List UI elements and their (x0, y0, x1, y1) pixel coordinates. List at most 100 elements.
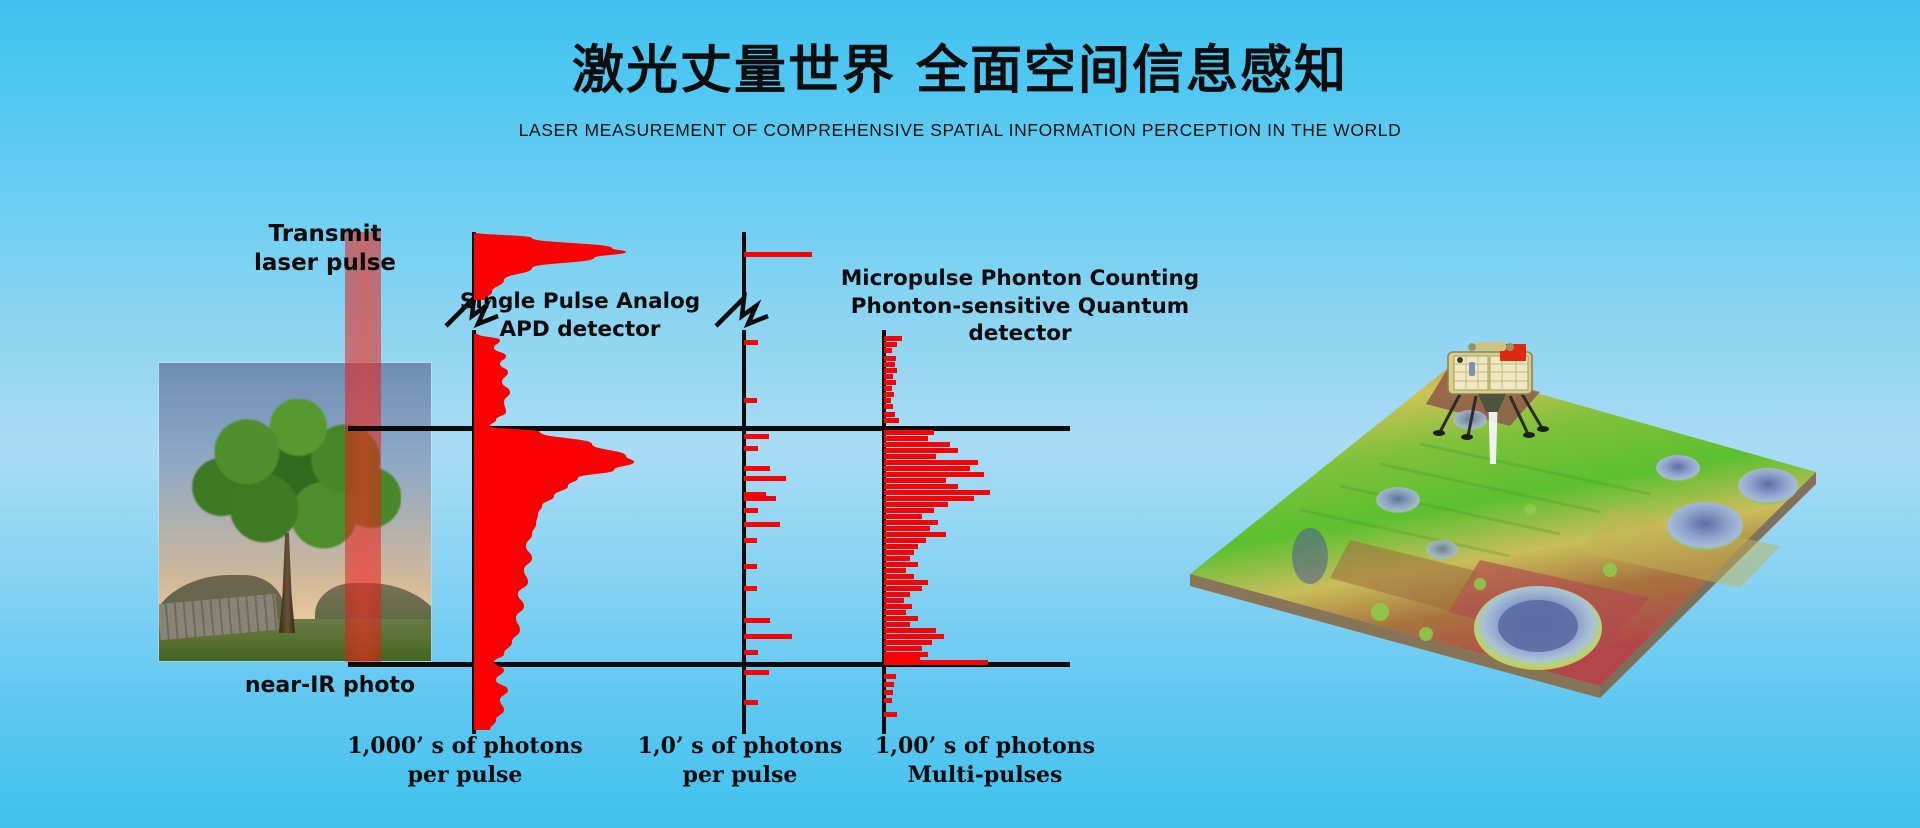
signal-bar (884, 646, 922, 651)
signal-bar (884, 472, 984, 477)
signal-bar (884, 520, 938, 525)
near-ir-photo (159, 363, 431, 661)
signal-bar (884, 628, 936, 633)
signal-bar (884, 478, 946, 483)
signal-bar (884, 404, 893, 409)
signal-bar (884, 682, 894, 687)
signal-bar (884, 562, 918, 567)
signal-bar (744, 434, 769, 439)
lunar-lander (1433, 342, 1549, 440)
plot1-waveform (474, 232, 634, 730)
signal-bar (884, 442, 950, 447)
signal-bar (884, 386, 892, 391)
signal-bar (884, 348, 892, 353)
signal-bar (884, 610, 906, 615)
signal-bar (884, 656, 920, 661)
signal-bar (884, 526, 930, 531)
signal-bar (884, 362, 895, 367)
signal-bar (884, 712, 897, 717)
page-subtitle: LASER MEASUREMENT OF COMPREHENSIVE SPATI… (518, 119, 1402, 140)
signal-bar (884, 660, 988, 665)
signal-bar (884, 580, 928, 585)
signal-bar (744, 496, 776, 501)
signal-bar (884, 392, 894, 397)
signal-bar (884, 374, 893, 379)
signal-bar (884, 698, 892, 703)
signal-bar (884, 418, 899, 423)
lidar-terrain-model (1190, 368, 1816, 698)
signal-bar (744, 340, 758, 345)
signal-bar (884, 484, 958, 489)
signal-bar (884, 412, 895, 417)
signal-bar (744, 586, 757, 591)
signal-bar (884, 538, 926, 543)
signal-bar (884, 544, 918, 549)
signal-bar (884, 514, 922, 519)
waveform-area (474, 334, 634, 730)
signal-bar (744, 398, 757, 403)
plot2-axis-upper (742, 232, 746, 298)
reference-line-ground (348, 662, 1070, 667)
signal-bar (744, 522, 780, 527)
signal-bar (884, 502, 948, 507)
signal-bar (884, 336, 902, 341)
signal-bar (884, 598, 904, 603)
signal-bar (744, 476, 786, 481)
signal-bar (884, 604, 912, 609)
signal-bar (884, 622, 910, 627)
signal-bar (884, 380, 896, 385)
signal-bar (884, 430, 934, 435)
signal-bar (884, 640, 932, 645)
signal-bar (884, 532, 946, 537)
signal-bar (884, 342, 897, 347)
signal-bar (884, 508, 934, 513)
signal-bar (744, 634, 792, 639)
signal-bar (744, 466, 770, 471)
signal-bar (884, 466, 970, 471)
plot2-axis-lower (742, 330, 746, 734)
signal-bar (884, 490, 990, 495)
label-transmit-laser-pulse: Transmit laser pulse (253, 221, 397, 277)
signal-bar (744, 650, 758, 655)
signal-bar (744, 252, 812, 257)
signal-bar (884, 690, 893, 695)
label-micropulse-detector: Micropulse Phonton Counting Phonton-sens… (840, 266, 1200, 347)
signal-bar (884, 574, 914, 579)
signal-bar (744, 564, 757, 569)
signal-bar (884, 454, 936, 459)
signal-bar (744, 446, 758, 451)
signal-bar (884, 556, 910, 561)
signal-bar (884, 368, 897, 373)
poster-header: 激光丈量世界 全面空间信息感知 LASER MEASUREMENT OF COM… (0, 41, 1920, 141)
plot1-axis-break-icon (444, 291, 499, 329)
signal-bar (884, 592, 910, 597)
signal-bar (884, 356, 896, 361)
plot2-axis-break-icon (714, 291, 769, 329)
signal-bar (884, 436, 928, 441)
signal-bar (884, 398, 891, 403)
signal-bar (884, 496, 974, 501)
reference-line-canopy-top (348, 426, 1070, 431)
signal-bar (744, 700, 758, 705)
caption-plot3: 1,00’ s of photons Multi-pulses (874, 733, 1095, 788)
caption-plot1: 1,000’ s of photons per pulse (347, 733, 583, 788)
signal-bar (744, 670, 769, 675)
signal-bar (884, 460, 978, 465)
signal-bar (884, 674, 896, 679)
label-near-ir-photo: near-IR photo (244, 673, 416, 698)
signal-bar (884, 634, 944, 639)
waveform-area (474, 232, 626, 300)
signal-bar (744, 492, 766, 497)
page-title: 激光丈量世界 全面空间信息感知 (571, 41, 1349, 101)
signal-bar (884, 448, 958, 453)
signal-bar (884, 652, 928, 657)
signal-bar (884, 586, 922, 591)
signal-bar (744, 508, 758, 513)
signal-bar (884, 616, 918, 621)
laser-beam-overlay (345, 232, 381, 662)
signal-bar (884, 550, 914, 555)
caption-plot2: 1,0’ s of photons per pulse (637, 733, 843, 788)
signal-bar (744, 538, 757, 543)
signal-bar (884, 568, 906, 573)
